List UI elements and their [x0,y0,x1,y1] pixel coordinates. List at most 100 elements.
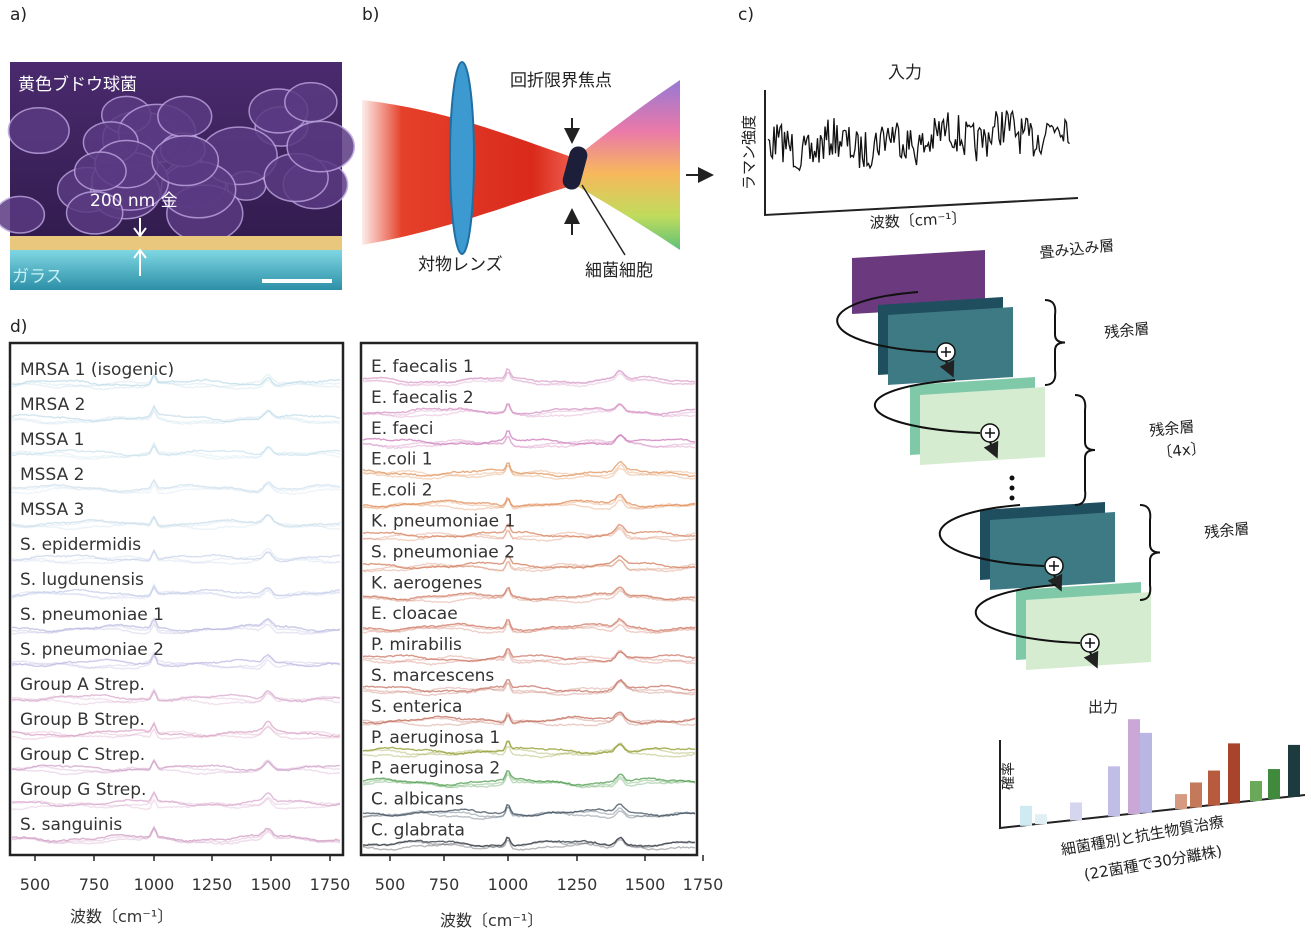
spectrum [362,588,696,603]
spectrum [362,836,696,851]
sample-label: Group B Strep. [20,710,145,730]
spectrum [11,825,340,843]
panel-label: b) [362,5,379,25]
sample-label: K. pneumoniae 1 [371,512,515,532]
spectrum [11,617,341,633]
input-label: 入力 [888,63,922,83]
sample-label: E. faeci [371,419,433,439]
scale-bar [262,279,332,283]
cell [7,107,70,155]
spectrum [362,558,696,573]
spectrum [11,827,341,846]
sample-label: E. faecalis 1 [371,357,474,377]
spectrum [11,482,341,496]
spectrum [11,514,341,528]
layer [1026,592,1151,670]
cell [65,191,124,235]
spectrum [11,792,341,809]
output-bar [1175,794,1187,810]
objective-lens [449,61,475,255]
spectrum [362,493,696,508]
spectrum [11,689,341,703]
cells [0,81,355,243]
spectrum [12,827,341,844]
spectrum [11,798,341,811]
spectrum [362,740,696,757]
sample-label: Group G Strep. [20,780,146,800]
spectrum [362,711,696,727]
spectrum [362,772,696,788]
sample-label: S. enterica [371,697,462,717]
spectrum [362,496,696,510]
bacterial-cell [562,146,588,190]
cell [0,195,46,234]
spectrum [362,527,696,541]
spectrum [362,681,696,697]
sample-label: P. aeruginosa 2 [371,759,500,779]
brace [1074,394,1096,506]
spectrum [362,774,696,789]
output-bar [1208,770,1220,806]
spectrum [362,526,696,542]
sample-label: S. epidermidis [20,535,141,555]
panel-label: d) [10,317,27,337]
output-bar [1190,782,1202,808]
spectrum [11,720,341,738]
output-bar [1035,814,1047,825]
sample-label: C. glabrata [371,821,465,841]
output-bar [1128,719,1140,815]
spectrum [11,582,341,599]
spectrum [11,406,341,424]
spectrum [363,434,696,450]
spectrum [362,678,696,693]
x-tick-label: 750 [79,875,110,894]
cell [73,151,127,192]
spectrum [362,623,696,634]
spectrum [11,689,341,704]
sample-label: MSSA 3 [20,500,84,520]
spectrum [362,769,696,787]
spectrum [362,499,696,511]
cell [157,95,213,138]
plot-frame [8,341,345,857]
skip-arrow [873,379,981,434]
sample-label: MSSA 2 [20,465,84,485]
spectrum [362,836,696,850]
dot [1009,485,1015,491]
spectrum [11,444,341,457]
spectrum [362,649,696,665]
focus-label: 回折限界焦点 [510,71,612,91]
y-axis-label: ラマン強度 [740,115,758,190]
spectrum [362,803,696,818]
cell [286,120,355,173]
spectrum [363,586,696,601]
spectrum [362,434,696,448]
skip-arrow [974,584,1081,644]
layer [990,512,1115,590]
spectrum [11,723,341,739]
panel-label: a) [10,5,27,25]
sample-label: Group C Strep. [20,745,145,765]
spectrum [11,404,341,423]
output-bar [1228,743,1240,804]
plus [985,428,995,438]
spectrum [362,523,696,539]
spectrum [362,617,696,632]
arrow [133,227,147,238]
x-tick-label: 1750 [310,875,351,894]
spectrum [362,742,696,759]
prob-label: 確率 [1001,762,1017,790]
spectrum [11,478,341,493]
spectrum [362,559,696,572]
output-bar [1250,781,1262,801]
cell [151,135,220,187]
species-label: 黄色ブドウ球菌 [18,74,137,95]
spectra-left: MRSA 1 (isogenic) MRSA 2 MSSA 1 MSSA 2 MSSA … [11,360,341,846]
sample-label: C. albicans [371,790,464,810]
spectrum [362,740,696,756]
x-tick-label: 1250 [192,875,233,894]
spectra-right: E. faecalis 1 E. faecalis 2 E. faeci E.coli… [362,357,696,851]
sample-label: S. lugdunensis [20,570,144,590]
arrow [133,248,147,259]
